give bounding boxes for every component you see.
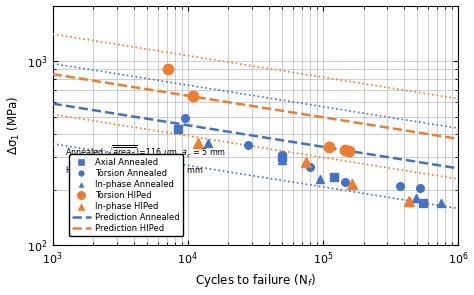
Text: Annealed:$\sqrt{\overline{area_R}}$)=116 $\mu$m, $a_c$ = 5 mm: Annealed:$\sqrt{\overline{area_R}}$)=116… <box>65 143 226 160</box>
X-axis label: Cycles to failure (N$_f$): Cycles to failure (N$_f$) <box>195 273 316 289</box>
Y-axis label: Δσ$_1$ (MPa): Δσ$_1$ (MPa) <box>6 96 22 155</box>
Legend: Axial Annealed, Torsion Annealed, In-phase Annealed, Torsion HIPed, In-phase HIP: Axial Annealed, Torsion Annealed, In-pha… <box>69 154 182 237</box>
Text: HIPed:$\sqrt{\overline{area_R}}$=98 $\mu$m, $a_c$ = 5 mm: HIPed:$\sqrt{\overline{area_R}}$=98 $\mu… <box>65 161 203 178</box>
